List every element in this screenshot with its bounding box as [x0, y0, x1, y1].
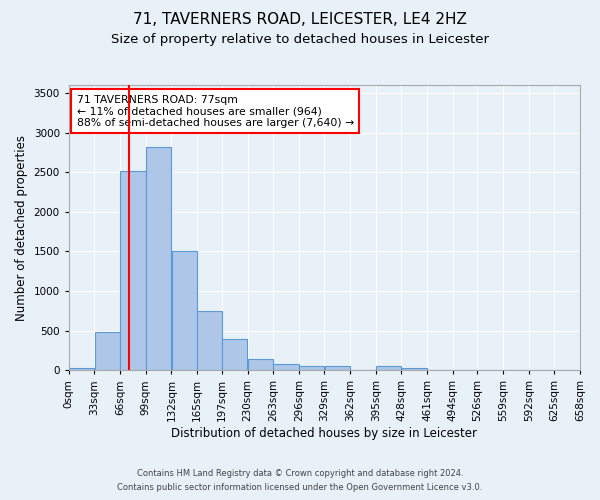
Text: Contains HM Land Registry data © Crown copyright and database right 2024.: Contains HM Land Registry data © Crown c… — [137, 468, 463, 477]
Bar — [376, 366, 401, 370]
Bar — [401, 368, 427, 370]
Bar — [95, 332, 120, 370]
Text: Size of property relative to detached houses in Leicester: Size of property relative to detached ho… — [111, 32, 489, 46]
Y-axis label: Number of detached properties: Number of detached properties — [15, 134, 28, 320]
Text: 71, TAVERNERS ROAD, LEICESTER, LE4 2HZ: 71, TAVERNERS ROAD, LEICESTER, LE4 2HZ — [133, 12, 467, 28]
Text: 71 TAVERNERS ROAD: 77sqm
← 11% of detached houses are smaller (964)
88% of semi-: 71 TAVERNERS ROAD: 77sqm ← 11% of detach… — [77, 94, 354, 128]
Bar — [120, 172, 146, 370]
Bar — [325, 366, 350, 370]
Bar — [197, 311, 221, 370]
Bar — [69, 368, 94, 370]
Bar — [299, 366, 324, 370]
Bar — [146, 147, 171, 370]
Bar — [274, 364, 299, 370]
Bar — [248, 359, 273, 370]
Text: Contains public sector information licensed under the Open Government Licence v3: Contains public sector information licen… — [118, 484, 482, 492]
Bar — [172, 250, 197, 370]
X-axis label: Distribution of detached houses by size in Leicester: Distribution of detached houses by size … — [172, 427, 478, 440]
Bar — [222, 340, 247, 370]
